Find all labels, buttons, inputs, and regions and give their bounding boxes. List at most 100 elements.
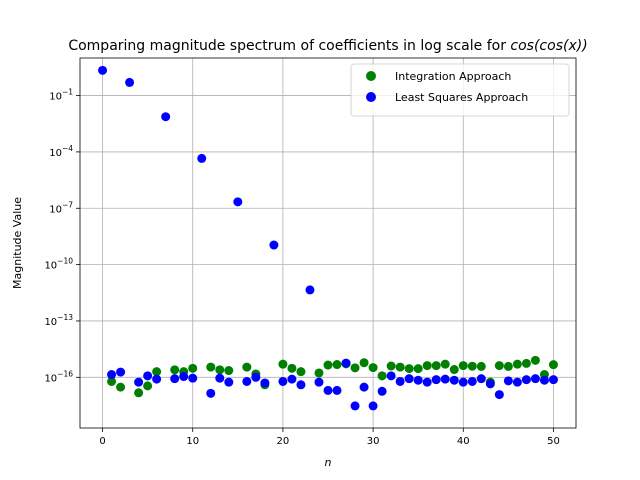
least-squares-approach-point-n34 — [404, 374, 414, 384]
least-squares-approach-point-n38 — [440, 374, 450, 384]
plot-frame — [79, 57, 577, 429]
least-squares-approach-point-n40 — [458, 377, 468, 387]
least-squares-approach-point-n50 — [548, 375, 558, 385]
least-squares-approach-point-n42 — [476, 374, 486, 384]
least-squares-approach-point-n7 — [161, 112, 171, 122]
y-axis-label: Magnitude Value — [11, 197, 24, 289]
least-squares-approach-point-n48 — [530, 374, 540, 384]
least-squares-approach-point-n47 — [521, 375, 531, 385]
least-squares-approach-point-n28 — [350, 401, 360, 411]
least-squares-approach-point-n8 — [170, 374, 180, 384]
least-squares-approach-point-n46 — [512, 377, 522, 387]
integration-approach-point-n35 — [413, 364, 423, 374]
integration-approach-point-n5 — [143, 381, 153, 391]
y-tick-label: 10−7 — [49, 200, 73, 215]
least-squares-approach-point-n26 — [332, 385, 342, 395]
least-squares-approach-point-n10 — [188, 373, 198, 383]
least-squares-approach-point-n9 — [179, 372, 189, 382]
least-squares-approach-point-n4 — [134, 377, 144, 387]
least-squares-approach-point-n33 — [395, 376, 405, 386]
x-tick-label: 10 — [186, 436, 199, 447]
least-squares-approach-point-n11 — [197, 153, 207, 163]
integration-approach-point-n32 — [386, 361, 396, 371]
least-squares-approach-point-n45 — [503, 376, 513, 386]
least-squares-approach-point-n6 — [152, 374, 162, 384]
least-squares-approach-point-n24 — [314, 377, 324, 387]
least-squares-approach-point-n32 — [386, 371, 396, 381]
integration-approach-point-n45 — [503, 361, 513, 371]
integration-approach-point-n39 — [449, 365, 459, 375]
integration-approach-point-n40 — [458, 361, 468, 371]
integration-approach-point-n1 — [107, 376, 117, 386]
integration-approach-point-n13 — [215, 365, 225, 375]
integration-approach-point-n48 — [530, 355, 540, 365]
integration-approach-point-n24 — [314, 368, 324, 378]
least-squares-approach-point-n5 — [143, 371, 153, 381]
least-squares-approach-point-n13 — [215, 373, 225, 383]
least-squares-approach-point-n0 — [98, 65, 108, 75]
integration-approach-point-n2 — [116, 382, 126, 392]
least-squares-approach-point-n35 — [413, 375, 423, 385]
least-squares-approach-point-n44 — [494, 390, 504, 400]
integration-approach-point-n20 — [278, 359, 288, 369]
chart-title: Comparing magnitude spectrum of coeffici… — [68, 38, 587, 54]
least-squares-approach-point-n14 — [224, 377, 234, 387]
least-squares-approach-point-n30 — [368, 401, 378, 411]
least-squares-approach-point-n41 — [467, 376, 477, 386]
least-squares-approach-point-n43 — [485, 379, 495, 389]
least-squares-approach-point-n22 — [296, 380, 306, 390]
integration-approach-point-n6 — [152, 367, 162, 377]
legend-label-least-squares: Least Squares Approach — [395, 91, 528, 104]
x-tick-label: 20 — [277, 436, 290, 447]
integration-approach-point-n42 — [476, 361, 486, 371]
least-squares-approach-point-n19 — [269, 240, 279, 250]
y-tick-label: 10−10 — [44, 257, 73, 272]
least-squares-approach-point-n18 — [260, 378, 270, 388]
y-tick-label: 10−16 — [44, 369, 73, 384]
integration-approach-point-n8 — [170, 365, 180, 375]
least-squares-approach-point-n37 — [431, 375, 441, 385]
least-squares-approach-point-n25 — [323, 385, 333, 395]
data-points — [98, 65, 558, 411]
integration-approach-point-n10 — [188, 363, 198, 373]
x-tick-label: 50 — [547, 436, 560, 447]
y-tick-label: 10−13 — [44, 313, 73, 328]
least-squares-approach-point-n12 — [206, 388, 216, 398]
legend: Integration Approach Least Squares Appro… — [350, 63, 570, 117]
x-tick-label: 30 — [367, 436, 380, 447]
least-squares-approach-point-n21 — [287, 374, 297, 384]
integration-approach-point-n21 — [287, 363, 297, 373]
legend-box — [350, 63, 570, 117]
legend-label-integration: Integration Approach — [395, 70, 511, 83]
integration-approach-point-n4 — [134, 388, 144, 398]
integration-approach-point-n25 — [323, 360, 333, 370]
integration-approach-point-n50 — [548, 360, 558, 370]
integration-approach-point-n46 — [512, 359, 522, 369]
grid — [80, 58, 576, 428]
integration-approach-point-n22 — [296, 367, 306, 377]
integration-approach-point-n16 — [242, 362, 252, 372]
integration-approach-point-n12 — [206, 362, 216, 372]
integration-approach-point-n41 — [467, 361, 477, 371]
least-squares-approach-point-n31 — [377, 386, 387, 396]
integration-approach-point-n44 — [494, 361, 504, 371]
least-squares-approach-point-n27 — [341, 358, 351, 368]
legend-marker-integration — [366, 71, 376, 81]
integration-approach-point-n36 — [422, 361, 432, 371]
integration-approach-point-n37 — [431, 361, 441, 371]
least-squares-approach-point-n49 — [539, 375, 549, 385]
y-axis-ticks: 10−1 10−4 10−7 10−10 10−13 10−16 — [44, 88, 80, 384]
least-squares-approach-point-n17 — [251, 372, 261, 382]
integration-approach-point-n47 — [521, 358, 531, 368]
legend-marker-least-squares — [366, 92, 376, 102]
least-squares-approach-point-n1 — [107, 370, 117, 380]
least-squares-approach-point-n15 — [233, 197, 243, 207]
x-axis-label: n — [325, 456, 332, 469]
integration-approach-point-n14 — [224, 366, 234, 376]
x-tick-label: 40 — [457, 436, 470, 447]
least-squares-approach-point-n39 — [449, 375, 459, 385]
least-squares-approach-point-n23 — [305, 285, 315, 295]
least-squares-approach-point-n36 — [422, 377, 432, 387]
least-squares-approach-point-n2 — [116, 367, 126, 377]
